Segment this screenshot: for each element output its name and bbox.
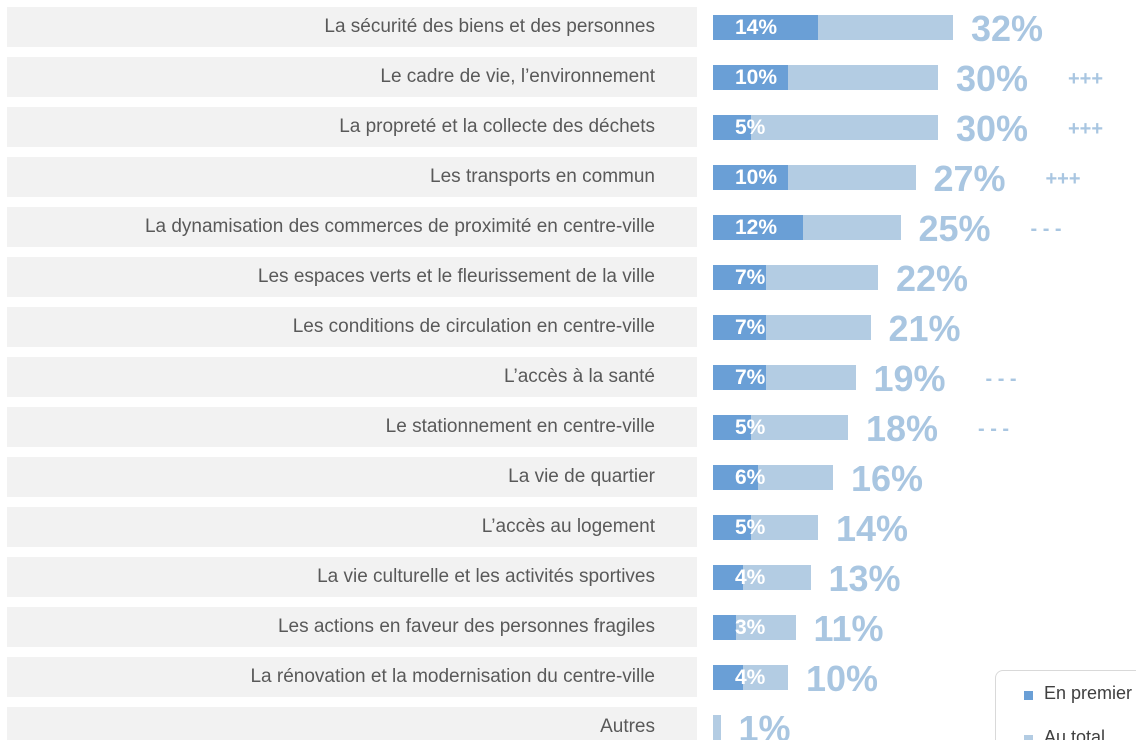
bar-first — [713, 65, 788, 90]
row-background — [7, 457, 697, 497]
total-value-label: 22% — [896, 258, 969, 299]
category-label: Autres — [600, 716, 655, 737]
row-background — [7, 607, 697, 647]
category-label: La dynamisation des commerces de proximi… — [144, 216, 655, 237]
row-background — [7, 257, 697, 297]
row-background — [7, 307, 697, 347]
first-value-label: 14% — [735, 16, 778, 39]
row-background — [7, 7, 697, 47]
bar-first — [713, 515, 751, 540]
bar-first — [713, 265, 766, 290]
row-background — [7, 407, 697, 447]
category-label: Le stationnement en centre-ville — [385, 416, 655, 437]
total-value-label: 13% — [828, 558, 901, 599]
row-background — [7, 357, 697, 397]
total-value-label: 16% — [851, 458, 924, 499]
total-value-label: 27% — [933, 158, 1006, 199]
category-label: La rénovation et la modernisation du cen… — [250, 666, 655, 687]
bar-first — [713, 615, 736, 640]
total-value-label: 32% — [971, 8, 1044, 49]
category-label: La vie de quartier — [508, 466, 655, 487]
row-background — [7, 557, 697, 597]
category-label: La sécurité des biens et des personnes — [324, 16, 655, 37]
bar-first — [713, 115, 751, 140]
bar-total — [713, 715, 721, 740]
bar-first — [713, 415, 751, 440]
first-value-label: 5% — [735, 516, 766, 539]
legend-swatch — [1024, 735, 1033, 740]
legend-swatch — [1024, 691, 1033, 700]
category-label: L’accès au logement — [481, 516, 655, 537]
total-value-label: 19% — [873, 358, 946, 399]
row-background — [7, 107, 697, 147]
annotation: - - - — [985, 368, 1017, 390]
total-value-label: 18% — [866, 408, 939, 449]
bar-first — [713, 315, 766, 340]
annotation: - - - — [1030, 218, 1062, 240]
total-value-label: 30% — [956, 108, 1029, 149]
first-value-label: 4% — [735, 566, 766, 589]
total-value-label: 10% — [806, 658, 879, 699]
bar-first — [713, 665, 743, 690]
legend-label: Au total — [1044, 727, 1106, 740]
first-value-label: 5% — [735, 416, 766, 439]
annotation: +++ — [1045, 168, 1081, 190]
category-label: Les transports en commun — [430, 166, 655, 187]
category-label: Les conditions de circulation en centre-… — [292, 316, 655, 337]
total-value-label: 30% — [956, 58, 1029, 99]
bar-first — [713, 465, 758, 490]
bar-first — [713, 365, 766, 390]
category-label: Les actions en faveur des personnes frag… — [277, 616, 655, 637]
category-label: La vie culturelle et les activités sport… — [317, 566, 655, 587]
total-value-label: 11% — [813, 608, 884, 649]
total-value-label: 14% — [836, 508, 909, 549]
row-background — [7, 207, 697, 247]
first-value-label: 5% — [735, 116, 766, 139]
category-label: Les espaces verts et le fleurissement de… — [257, 266, 655, 287]
row-background — [7, 657, 697, 697]
first-value-label: 4% — [735, 666, 766, 689]
category-label: Le cadre de vie, l’environnement — [380, 66, 655, 87]
row-background — [7, 707, 697, 740]
total-value-label: 25% — [918, 208, 991, 249]
bar-first — [713, 165, 788, 190]
bar-first — [713, 215, 803, 240]
total-value-label: 21% — [888, 308, 961, 349]
total-value-label: 1% — [738, 708, 791, 740]
bar-first — [713, 565, 743, 590]
bar-first — [713, 15, 818, 40]
first-value-label: 6% — [735, 466, 766, 489]
row-background — [7, 157, 697, 197]
category-label: L’accès à la santé — [503, 366, 655, 387]
first-value-label: 7% — [735, 266, 766, 289]
bar-total — [713, 115, 938, 140]
annotation: +++ — [1068, 118, 1104, 140]
category-label: La propreté et la collecte des déchets — [339, 116, 655, 137]
first-value-label: 7% — [735, 366, 766, 389]
annotation: - - - — [978, 418, 1010, 440]
first-value-label: 10% — [735, 66, 778, 89]
first-value-label: 12% — [735, 216, 778, 239]
first-value-label: 7% — [735, 316, 766, 339]
legend: En premier Au total — [995, 670, 1136, 740]
row-background — [7, 57, 697, 97]
first-value-label: 10% — [735, 166, 778, 189]
legend-label: En premier — [1044, 683, 1133, 703]
row-background — [7, 507, 697, 547]
first-value-label: 3% — [735, 616, 766, 639]
annotation: +++ — [1068, 68, 1104, 90]
